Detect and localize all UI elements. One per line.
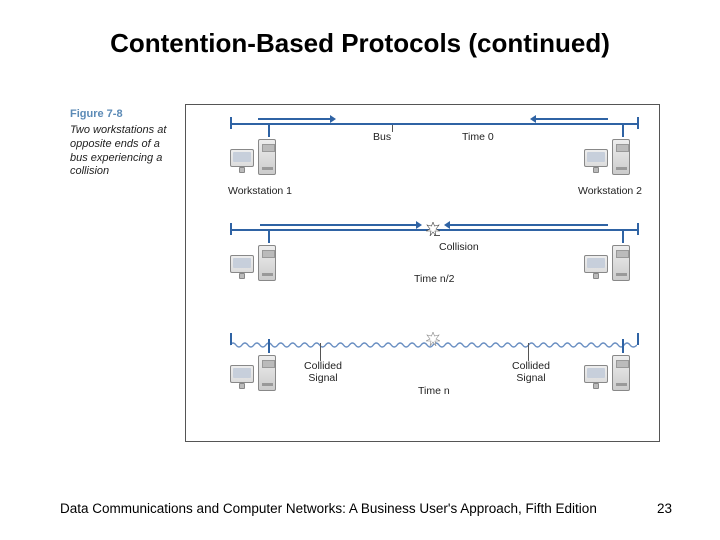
collision-label: Collision	[439, 241, 479, 253]
monitor-icon	[584, 365, 608, 383]
monitor-stand	[593, 383, 599, 389]
drop-cable	[622, 123, 624, 137]
tx-arrow-left	[450, 224, 608, 226]
drop-cable	[622, 339, 624, 353]
bus-end	[230, 117, 232, 129]
leader-line	[392, 125, 393, 132]
leader-line	[528, 343, 529, 361]
monitor-icon	[584, 149, 608, 167]
workstation-2	[584, 245, 634, 287]
tx-arrow-right	[260, 224, 416, 226]
pc-tower-icon	[612, 355, 630, 391]
footer-citation: Data Communications and Computer Network…	[60, 501, 597, 516]
bus-label: Bus	[373, 131, 391, 143]
leader-line	[320, 343, 321, 361]
pc-tower-icon	[612, 139, 630, 175]
monitor-stand	[239, 167, 245, 173]
bus-row1	[230, 123, 639, 125]
monitor-stand	[593, 167, 599, 173]
drop-cable	[268, 339, 270, 353]
pc-tower-icon	[258, 355, 276, 391]
time-label-row2: Time n/2	[414, 273, 454, 285]
monitor-icon	[584, 255, 608, 273]
figure-caption: Two workstations at opposite ends of a b…	[70, 124, 180, 179]
monitor-icon	[230, 149, 254, 167]
workstation-2	[584, 355, 634, 397]
collision-icon	[426, 222, 440, 236]
workstation-1	[230, 355, 280, 397]
bus-end	[637, 333, 639, 345]
monitor-stand	[239, 383, 245, 389]
leader-line	[434, 235, 440, 236]
bus-end	[230, 223, 232, 235]
figure-label: Figure 7-8	[70, 108, 123, 120]
drop-cable	[268, 229, 270, 243]
slide: { "title": "Contention-Based Protocols (…	[0, 0, 720, 540]
tx-arrow-right	[258, 118, 330, 120]
time-label-row3: Time n	[418, 385, 450, 397]
workstation-2	[584, 139, 634, 181]
tx-arrow-left	[536, 118, 608, 120]
monitor-stand	[239, 273, 245, 279]
bus-end	[637, 223, 639, 235]
slide-title: Contention-Based Protocols (continued)	[0, 28, 720, 59]
figure-panel: Workstation 1 Workstation 2 Bus Time 0 C…	[185, 104, 660, 442]
ws1-label: Workstation 1	[228, 185, 292, 197]
bus-end	[230, 333, 232, 345]
workstation-1	[230, 245, 280, 287]
monitor-stand	[593, 273, 599, 279]
monitor-icon	[230, 365, 254, 383]
pc-tower-icon	[258, 139, 276, 175]
time-label-row1: Time 0	[462, 131, 494, 143]
monitor-icon	[230, 255, 254, 273]
collided-right-label: Collided Signal	[506, 361, 556, 384]
collision-icon	[426, 332, 440, 346]
pc-tower-icon	[612, 245, 630, 281]
workstation-1	[230, 139, 280, 181]
bus-end	[637, 117, 639, 129]
pc-tower-icon	[258, 245, 276, 281]
drop-cable	[268, 123, 270, 137]
collided-left-label: Collided Signal	[298, 361, 348, 384]
ws2-label: Workstation 2	[578, 185, 642, 197]
page-number: 23	[657, 501, 672, 516]
drop-cable	[622, 229, 624, 243]
